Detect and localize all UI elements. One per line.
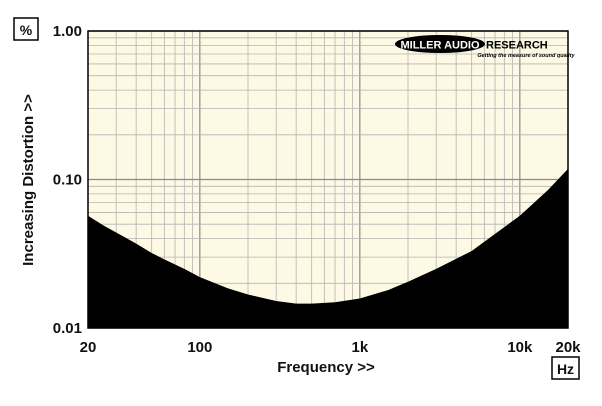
x-tick-label: 1k	[351, 339, 368, 356]
y-axis-title: Increasing Distortion >>	[20, 94, 37, 266]
x-unit-text: Hz	[557, 361, 574, 377]
x-tick-label: 20	[80, 339, 97, 356]
y-tick-label: 0.01	[53, 320, 82, 337]
miller-audio-research-logo: MILLER AUDIO RESEARCH Getting the measur…	[395, 35, 576, 59]
logo-oval	[395, 35, 485, 53]
y-tick-label: 1.00	[53, 23, 82, 40]
distortion-area	[88, 168, 568, 328]
logo-tagline: Getting the measure of sound quality	[477, 53, 575, 59]
tick-labels: 20 100 1k 10k 20k 1.00 0.10 0.01	[53, 23, 581, 356]
y-unit-label: %	[13, 17, 39, 41]
y-unit-text: %	[20, 22, 33, 38]
x-tick-label: 10k	[507, 339, 533, 356]
plot-frame	[87, 30, 569, 329]
x-tick-label: 100	[187, 339, 212, 356]
x-unit-label: Hz	[551, 356, 580, 380]
x-tick-label: 20k	[555, 339, 581, 356]
logo-brand-left: MILLER AUDIO	[400, 40, 479, 52]
logo-brand-right: RESEARCH	[486, 40, 548, 52]
y-tick-label: 0.10	[53, 172, 82, 189]
x-axis-title: Frequency >>	[277, 359, 375, 376]
